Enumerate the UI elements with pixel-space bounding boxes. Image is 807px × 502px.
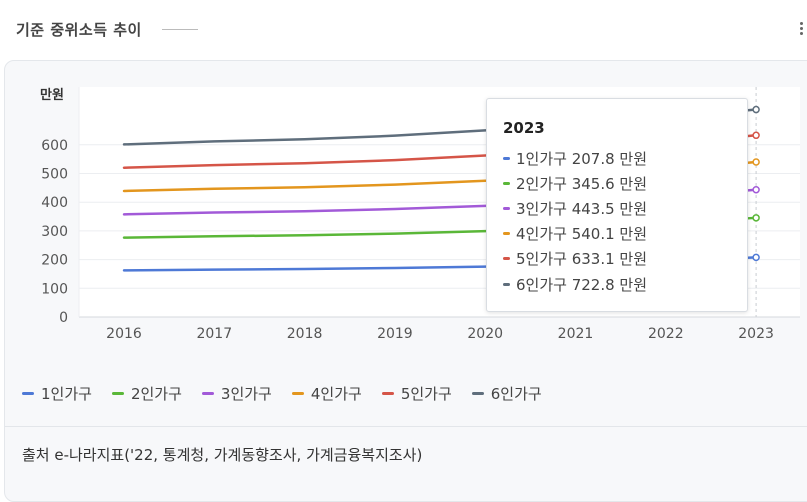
tooltip-row: 3인가구 443.5 만원 bbox=[503, 198, 647, 218]
tooltip-swatch bbox=[503, 156, 510, 160]
tooltip-row-text: 2인가구 345.6 만원 bbox=[516, 174, 648, 193]
legend-label: 5인가구 bbox=[400, 384, 452, 403]
legend-item[interactable]: 4인가구 bbox=[291, 383, 362, 404]
legend-label: 2인가구 bbox=[130, 384, 182, 403]
legend-swatch bbox=[201, 391, 214, 395]
tooltip-row: 5인가구 633.1 만원 bbox=[503, 249, 647, 269]
y-tick-label: 200 bbox=[41, 253, 68, 269]
legend-item[interactable]: 2인가구 bbox=[111, 383, 182, 404]
y-tick-label: 100 bbox=[41, 281, 68, 297]
x-tick-label: 2016 bbox=[106, 326, 142, 342]
y-tick-label: 400 bbox=[41, 195, 68, 211]
tooltip-swatch bbox=[503, 257, 510, 261]
footer-divider bbox=[5, 426, 807, 427]
data-point[interactable] bbox=[752, 214, 760, 222]
chart-legend: 1인가구 2인가구 3인가구 4인가구 5인가구 6인가구 bbox=[22, 383, 562, 403]
tooltip-row: 6인가구 722.8 만원 bbox=[503, 274, 647, 294]
x-tick-label: 2019 bbox=[377, 326, 413, 342]
tooltip-row-text: 3인가구 443.5 만원 bbox=[516, 199, 648, 218]
tooltip-swatch bbox=[503, 232, 510, 236]
tooltip-row-text: 6인가구 722.8 만원 bbox=[516, 275, 648, 294]
legend-item[interactable]: 1인가구 bbox=[22, 383, 92, 404]
tooltip-swatch bbox=[503, 181, 510, 185]
legend-swatch bbox=[471, 391, 484, 395]
legend-swatch bbox=[381, 391, 394, 395]
x-tick-label: 2018 bbox=[287, 326, 323, 342]
legend-label: 3인가구 bbox=[220, 384, 272, 403]
data-point[interactable] bbox=[752, 253, 760, 262]
x-tick-label: 2020 bbox=[467, 326, 503, 342]
tooltip-row-text: 1인가구 207.8 만원 bbox=[516, 149, 648, 168]
legend-swatch bbox=[291, 391, 304, 395]
x-tick-label: 2023 bbox=[738, 326, 774, 342]
chart-title: 기준 중위소득 추이 bbox=[16, 21, 142, 39]
legend-swatch bbox=[22, 391, 34, 395]
legend-swatch bbox=[111, 391, 124, 395]
legend-label: 1인가구 bbox=[41, 384, 92, 403]
x-tick-label: 2017 bbox=[196, 326, 232, 342]
legend-label: 6인가구 bbox=[490, 384, 542, 403]
tooltip-row: 1인가구 207.8 만원 bbox=[503, 148, 647, 168]
data-point[interactable] bbox=[752, 185, 760, 194]
source-note: 출처 e-나라지표('22, 통계청, 가계동향조사, 가계금융복지조사) bbox=[22, 446, 423, 464]
legend-item[interactable]: 5인가구 bbox=[381, 383, 452, 404]
data-point[interactable] bbox=[752, 105, 760, 114]
y-tick-label: 500 bbox=[41, 167, 68, 183]
tooltip-row-text: 5인가구 633.1 만원 bbox=[516, 250, 648, 269]
data-point[interactable] bbox=[752, 131, 760, 140]
chart-tooltip: 2023 1인가구 207.8 만원 2인가구 345.6 만원 3인가구 443.… bbox=[486, 98, 748, 312]
tooltip-swatch bbox=[503, 282, 510, 286]
tooltip-swatch bbox=[503, 206, 510, 210]
tooltip-row-text: 4인가구 540.1 만원 bbox=[516, 225, 648, 244]
x-tick-label: 2021 bbox=[558, 326, 594, 342]
tooltip-row: 2인가구 345.6 만원 bbox=[503, 173, 647, 193]
y-tick-label: 300 bbox=[41, 224, 68, 240]
x-tick-label: 2022 bbox=[648, 326, 684, 342]
legend-label: 4인가구 bbox=[310, 384, 362, 403]
y-tick-label: 0 bbox=[59, 310, 68, 326]
y-axis-label: 만원 bbox=[40, 87, 64, 103]
title-decoration-line bbox=[162, 29, 198, 30]
tooltip-title: 2023 bbox=[503, 119, 545, 137]
more-options-icon[interactable] bbox=[798, 20, 804, 42]
y-tick-label: 600 bbox=[41, 138, 68, 154]
legend-item[interactable]: 3인가구 bbox=[201, 383, 272, 404]
legend-item[interactable]: 6인가구 bbox=[471, 383, 542, 404]
tooltip-row: 4인가구 540.1 만원 bbox=[503, 224, 647, 244]
data-point[interactable] bbox=[752, 158, 760, 166]
card-header: 기준 중위소득 추이 bbox=[0, 0, 807, 60]
